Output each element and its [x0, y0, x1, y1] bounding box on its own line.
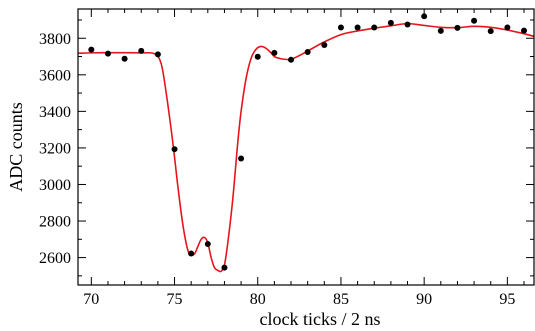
data-point: [288, 56, 295, 63]
y-tick-label: 3000: [39, 177, 71, 194]
y-tick-labels: 2600 2800 3000 3200 3400 3600 3800: [39, 31, 71, 267]
x-tick-labels: 70 75 80 85 90 95: [83, 291, 515, 308]
y-tick-label: 3200: [39, 140, 71, 157]
data-point: [188, 250, 195, 257]
fit-curve-layer: [77, 22, 535, 273]
fit-curve-line: [77, 22, 535, 273]
y-axis-label: ADC counts: [6, 102, 26, 192]
data-point: [138, 47, 145, 54]
x-tick-label: 70: [83, 291, 99, 308]
data-point: [171, 146, 178, 153]
y-tick-label: 3800: [39, 31, 71, 48]
y-tick-label: 2600: [39, 250, 71, 267]
data-point: [387, 19, 394, 26]
data-point: [521, 27, 528, 34]
plot-frame: [77, 8, 535, 286]
data-point: [88, 46, 95, 53]
data-point: [121, 55, 128, 62]
data-point: [504, 24, 511, 31]
data-point: [254, 53, 261, 60]
data-point: [354, 24, 361, 31]
x-axis-label: clock ticks / 2 ns: [260, 309, 381, 329]
data-point: [337, 24, 344, 31]
data-point: [104, 50, 111, 57]
data-point: [304, 48, 311, 55]
y-tick-label: 2800: [39, 214, 71, 231]
x-tick-label: 85: [333, 291, 349, 308]
data-point: [454, 24, 461, 31]
data-points-layer: [88, 13, 528, 271]
data-point: [221, 264, 228, 271]
x-tick-label: 80: [250, 291, 266, 308]
y-tick-label: 3400: [39, 104, 71, 121]
data-point: [371, 24, 378, 31]
data-point: [204, 241, 211, 248]
data-point: [321, 42, 328, 49]
x-tick-label: 90: [416, 291, 432, 308]
data-point: [487, 28, 494, 35]
data-point: [271, 49, 278, 56]
axis-ticks: [78, 9, 534, 285]
x-tick-label: 95: [499, 291, 515, 308]
data-point: [238, 155, 245, 162]
x-tick-label: 75: [167, 291, 183, 308]
data-point: [437, 27, 444, 34]
data-point: [154, 51, 161, 58]
y-tick-label: 3600: [39, 67, 71, 84]
data-point: [404, 21, 411, 28]
data-point: [471, 17, 478, 24]
